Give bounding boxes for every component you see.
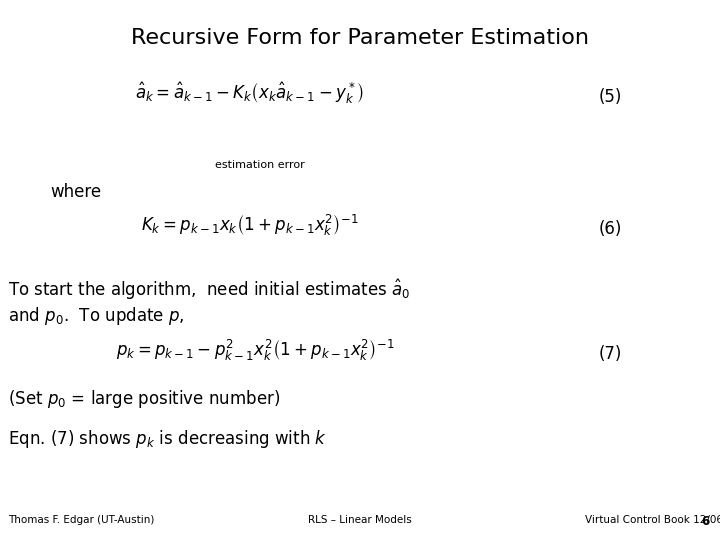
Text: $\hat{a}_k = \hat{a}_{k-1} - K_k\left(x_k\hat{a}_{k-1} - y_k^*\right)$: $\hat{a}_k = \hat{a}_{k-1} - K_k\left(x_… xyxy=(135,80,364,106)
Text: 6: 6 xyxy=(702,515,710,528)
Text: estimation error: estimation error xyxy=(215,160,305,170)
Text: (Set $p_0$ = large positive number): (Set $p_0$ = large positive number) xyxy=(8,388,280,410)
Text: Virtual Control Book 12/06: Virtual Control Book 12/06 xyxy=(585,515,720,525)
Text: RLS – Linear Models: RLS – Linear Models xyxy=(308,515,412,525)
Text: and $p_0$.  To update $p$,: and $p_0$. To update $p$, xyxy=(8,305,184,327)
Text: Eqn. (7) shows $p_k$ is decreasing with $k$: Eqn. (7) shows $p_k$ is decreasing with … xyxy=(8,428,327,450)
Text: Thomas F. Edgar (UT-Austin): Thomas F. Edgar (UT-Austin) xyxy=(8,515,154,525)
Text: where: where xyxy=(50,183,101,201)
Text: Recursive Form for Parameter Estimation: Recursive Form for Parameter Estimation xyxy=(131,28,589,48)
Text: (6): (6) xyxy=(598,220,621,238)
Text: To start the algorithm,  need initial estimates $\hat{a}_0$: To start the algorithm, need initial est… xyxy=(8,277,410,301)
Text: (5): (5) xyxy=(598,88,621,106)
Text: $p_k = p_{k-1} - p_{k-1}^{2}x_k^2\left(1 + p_{k-1}x_k^2\right)^{-1}$: $p_k = p_{k-1} - p_{k-1}^{2}x_k^2\left(1… xyxy=(116,338,395,363)
Text: $K_k = p_{k-1}x_k\left(1 + p_{k-1}x_k^2\right)^{-1}$: $K_k = p_{k-1}x_k\left(1 + p_{k-1}x_k^2\… xyxy=(141,213,359,238)
Text: (7): (7) xyxy=(598,345,621,363)
